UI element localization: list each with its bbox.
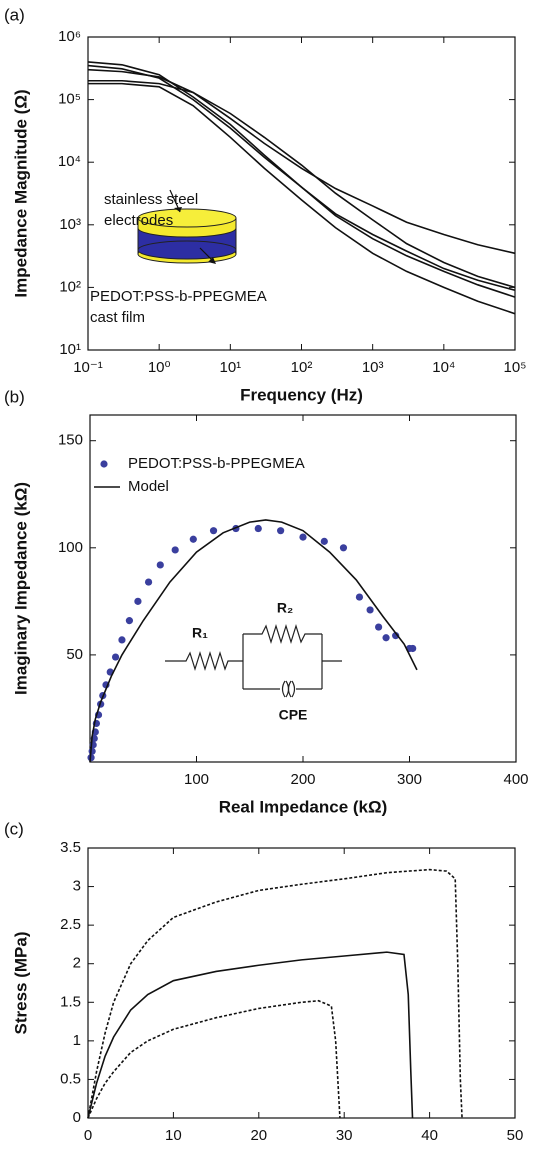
panel-label: (b) — [4, 387, 25, 406]
y-tick-label: 10¹ — [59, 341, 81, 358]
x-tick-label: 100 — [184, 771, 209, 788]
data-point — [144, 578, 153, 586]
circuit-label: R₁ — [192, 625, 208, 641]
data-point — [125, 617, 134, 625]
y-axis-label: Impedance Magnitude (Ω) — [11, 89, 30, 297]
y-tick-label: 50 — [66, 646, 83, 663]
circuit-label: R₂ — [277, 600, 293, 616]
data-line — [87, 868, 463, 1119]
y-tick-label: 150 — [58, 432, 83, 449]
y-tick-label: 1.5 — [60, 993, 81, 1010]
x-tick-label: 0 — [84, 1127, 92, 1144]
data-point — [375, 623, 383, 631]
data-line — [89, 519, 418, 763]
x-tick-label: 10⁻¹ — [73, 359, 103, 376]
annotation: PEDOT:PSS-b-PPEGMEA — [90, 288, 267, 305]
y-tick-label: 1 — [73, 1032, 81, 1049]
x-tick-label: 300 — [397, 771, 422, 788]
data-line — [88, 79, 516, 289]
x-tick-label: 10⁵ — [504, 359, 527, 376]
data-point — [156, 561, 164, 569]
x-tick-label: 30 — [336, 1127, 353, 1144]
x-tick-label: 200 — [290, 771, 315, 788]
data-point — [189, 535, 197, 543]
y-tick-label: 10⁴ — [58, 153, 81, 170]
annotation: electrodes — [104, 212, 173, 229]
data-line — [87, 951, 414, 1119]
y-axis-label: Stress (MPa) — [11, 932, 30, 1035]
data-line — [88, 82, 516, 315]
x-tick-label: 10³ — [362, 359, 384, 376]
data-point — [277, 527, 285, 535]
x-axis-label: Frequency (Hz) — [240, 385, 363, 404]
data-point — [254, 524, 262, 533]
cylinder-illustration — [137, 189, 237, 264]
data-line — [87, 64, 516, 298]
y-tick-label: 2 — [73, 955, 81, 972]
data-point — [171, 546, 179, 554]
data-line — [87, 999, 341, 1119]
y-tick-label: 10⁶ — [58, 28, 81, 45]
plot-frame — [87, 847, 516, 1119]
data-point — [134, 597, 142, 605]
y-tick-label: 10³ — [59, 216, 81, 233]
y-tick-label: 10⁵ — [58, 91, 81, 108]
data-point — [320, 537, 328, 545]
data-point — [88, 747, 96, 755]
data-point — [392, 632, 400, 640]
x-axis-label: Real Impedance (kΩ) — [219, 797, 388, 816]
data-point — [409, 644, 417, 653]
data-point — [355, 593, 364, 601]
x-tick-label: 10 — [165, 1127, 182, 1144]
circuit-diagram — [165, 623, 342, 698]
y-tick-label: 0 — [73, 1109, 81, 1126]
y-tick-label: 0.5 — [60, 1070, 81, 1087]
y-tick-label: 2.5 — [60, 916, 81, 933]
panel-label: (c) — [4, 819, 24, 838]
x-tick-label: 20 — [250, 1127, 267, 1144]
x-tick-label: 10⁰ — [148, 359, 171, 376]
data-point — [382, 634, 390, 642]
data-point — [299, 533, 307, 541]
circuit-label: CPE — [279, 707, 308, 723]
x-tick-label: 400 — [503, 771, 528, 788]
annotation: cast film — [90, 309, 145, 326]
y-tick-label: 3.5 — [60, 839, 81, 856]
data-point — [111, 653, 120, 661]
x-tick-label: 10⁴ — [432, 359, 455, 376]
legend-marker — [100, 460, 108, 468]
x-tick-label: 10¹ — [219, 359, 241, 376]
legend-label: PEDOT:PSS-b-PPEGMEA — [128, 455, 305, 472]
annotation: stainless steel — [104, 191, 198, 208]
data-point — [118, 636, 126, 644]
y-tick-label: 10² — [59, 278, 81, 295]
y-tick-label: 3 — [73, 878, 81, 895]
data-point — [209, 527, 218, 535]
data-point — [339, 544, 348, 552]
legend-label: Model — [128, 478, 169, 495]
x-tick-label: 50 — [507, 1127, 524, 1144]
y-tick-label: 100 — [58, 539, 83, 556]
panel-label: (a) — [4, 5, 25, 24]
x-tick-label: 40 — [421, 1127, 438, 1144]
data-line — [87, 68, 516, 255]
x-tick-label: 10² — [291, 359, 313, 376]
data-point — [366, 606, 374, 614]
y-axis-label: Imaginary Impedance (kΩ) — [11, 482, 30, 695]
